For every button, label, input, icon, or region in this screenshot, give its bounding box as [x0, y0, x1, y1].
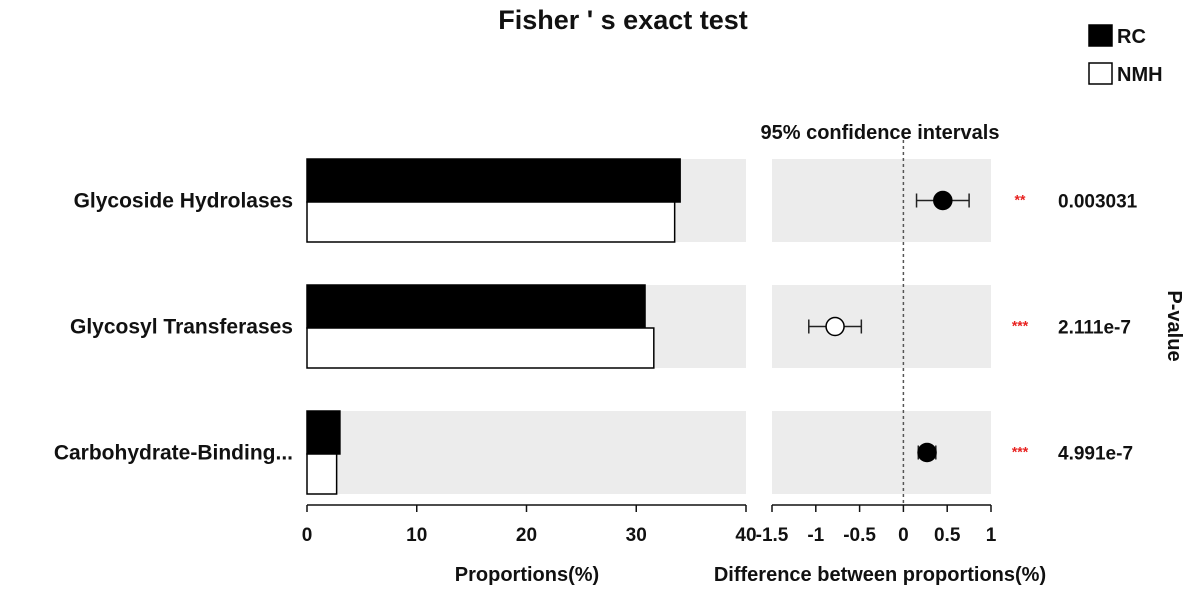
pvalue-value: 2.111e-7	[1058, 318, 1131, 339]
bar-panel-bg	[307, 411, 746, 494]
bar-nmh	[306, 453, 338, 495]
ci-title: 95% confidence intervals	[761, 122, 1000, 144]
pvalue-axis-label: P-value	[1163, 290, 1185, 361]
bar-rc	[306, 284, 646, 329]
ci-point	[825, 316, 845, 337]
bar-nmh	[306, 327, 655, 369]
ci-x-tick-label: -1.5	[756, 525, 789, 546]
bar-rc	[306, 158, 681, 203]
legend-swatch-rc	[1088, 24, 1113, 47]
pvalue-stars: **	[1015, 192, 1026, 208]
category-label: Glycoside Hydrolases	[74, 190, 293, 213]
category-row-1: Glycoside Hydrolases ** 0.003031	[74, 158, 1138, 243]
bar-x-tick-label: 30	[626, 525, 647, 546]
category-label: Glycosyl Transferases	[70, 316, 293, 339]
category-row-3: Carbohydrate-Binding... *** 4.991e-7	[54, 410, 1133, 495]
ci-x-tick-label: 1	[986, 525, 997, 546]
legend: RC NMH	[1088, 24, 1163, 86]
legend-label-rc: RC	[1117, 26, 1146, 48]
ci-x-tick-label: -1	[807, 525, 824, 546]
bar-x-tick-label: 0	[302, 525, 313, 546]
category-label: Carbohydrate-Binding...	[54, 442, 293, 465]
bar-x-axis-label: Proportions(%)	[455, 564, 599, 586]
chart-title: Fisher ' s exact test	[498, 5, 748, 35]
ci-panel-bg	[772, 285, 991, 368]
legend-swatch-nmh	[1088, 62, 1113, 85]
bar-rc	[306, 410, 341, 455]
rows-layer: Glycoside Hydrolases ** 0.003031 Glycosyl T…	[54, 158, 1138, 495]
ci-panel-bg	[772, 411, 991, 494]
pvalue-value: 0.003031	[1058, 192, 1138, 213]
pvalue-stars: ***	[1012, 444, 1029, 460]
legend-label-nmh: NMH	[1117, 64, 1163, 86]
bar-x-tick-label: 20	[516, 525, 537, 546]
pvalue-value: 4.991e-7	[1058, 444, 1133, 465]
ci-x-axis-label: Difference between proportions(%)	[714, 564, 1046, 586]
bar-x-tick-label: 40	[735, 525, 756, 546]
axes-layer: 0 10 20 30 40 -1.5 -1 -0.5 0 0.5 1	[302, 140, 997, 546]
ci-point	[917, 442, 937, 463]
ci-point	[933, 190, 953, 211]
ci-x-tick-label: -0.5	[843, 525, 876, 546]
category-row-2: Glycosyl Transferases *** 2.111e-7	[70, 284, 1131, 369]
ci-x-tick-label: 0.5	[934, 525, 961, 546]
bar-x-tick-label: 10	[406, 525, 427, 546]
ci-x-tick-label: 0	[898, 525, 909, 546]
bar-nmh	[306, 201, 676, 243]
pvalue-stars: ***	[1012, 318, 1029, 334]
